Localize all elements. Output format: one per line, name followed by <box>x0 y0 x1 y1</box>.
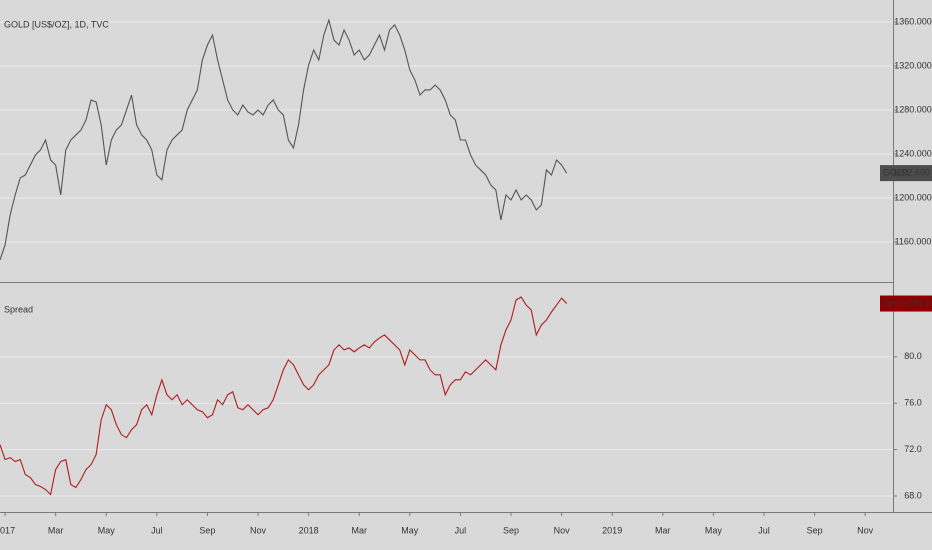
y-tick-label: 1280.000 <box>894 104 932 114</box>
x-tick-label: Mar <box>351 525 367 535</box>
y-tick-label: 1320.000 <box>894 60 932 70</box>
x-tick-label: Nov <box>857 525 874 535</box>
x-tick-label: 2019 <box>602 525 622 535</box>
x-tick-label: Sep <box>199 525 215 535</box>
x-tick-label: Jul <box>455 525 467 535</box>
x-tick-label: May <box>401 525 419 535</box>
y-tick-label: 68.0 <box>904 490 922 500</box>
x-tick-label: 2018 <box>299 525 319 535</box>
series-line <box>0 296 568 496</box>
x-tick-label: Sep <box>807 525 823 535</box>
x-tick-label: Mar <box>655 525 671 535</box>
x-tick-label: Jul <box>151 525 163 535</box>
x-tick-label: May <box>705 525 723 535</box>
pane-title: Spread <box>4 304 33 314</box>
y-tick-label: 1200.000 <box>894 192 932 202</box>
y-tick-label: 1240.000 <box>894 148 932 158</box>
x-tick-label: 2017 <box>0 525 15 535</box>
series-line <box>0 18 568 261</box>
last-value-box <box>880 295 932 312</box>
pane-title: GOLD [US$/OZ], 1D, TVC <box>4 19 109 29</box>
x-tick-label: Mar <box>48 525 64 535</box>
x-tick-label: May <box>98 525 116 535</box>
y-tick-label: 72.0 <box>904 444 922 454</box>
y-tick-label: 76.0 <box>904 398 922 408</box>
y-tick-label: 1360.000 <box>894 16 932 26</box>
x-tick-label: Nov <box>250 525 267 535</box>
x-tick-label: Nov <box>554 525 571 535</box>
y-tick-label: 80.0 <box>904 351 922 361</box>
last-value-box <box>880 165 932 182</box>
x-tick-label: Jul <box>758 525 770 535</box>
series-name-label: Spread <box>883 298 912 308</box>
series-name-label: GOLD <box>883 167 909 177</box>
x-tick-label: Sep <box>503 525 519 535</box>
last-value-label: 1222.600 <box>892 167 930 177</box>
last-value-label: 84.6 <box>912 298 930 308</box>
y-tick-label: 1160.000 <box>895 236 932 246</box>
